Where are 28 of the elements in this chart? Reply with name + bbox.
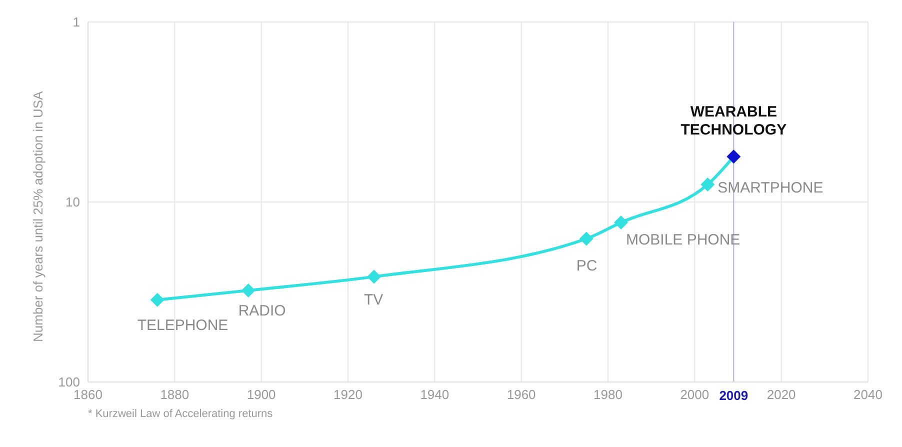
y-tick-label: 1 (72, 14, 80, 30)
x-tick-label: 1920 (334, 387, 362, 402)
ref-line-label: 2009 (719, 388, 748, 403)
x-tick-label: 1980 (594, 387, 622, 402)
x-tick-label: 1940 (420, 387, 450, 402)
x-tick-label: 1960 (506, 387, 536, 402)
point (579, 232, 594, 246)
y-tick-label: 10 (66, 194, 80, 210)
text: * Kurzweil Law of Accelerating returns (88, 408, 274, 420)
x-tick-label: 2020 (766, 387, 796, 402)
annotation: TV (364, 292, 384, 309)
point (700, 178, 715, 192)
y-tick-label: 100 (58, 374, 80, 390)
x-tick-label: 1880 (160, 387, 190, 402)
y-axis-title: Number of years until 25% adoption in USA (30, 90, 46, 342)
point (726, 150, 741, 164)
annotation: WEARABLE TECHNOLOGY (680, 104, 787, 139)
x-tick-label: 2000 (680, 387, 710, 402)
point (614, 216, 628, 230)
point (241, 283, 256, 298)
x-tick-label: 1900 (246, 387, 276, 402)
annotation: TELEPHONE (137, 316, 228, 334)
point (150, 292, 164, 307)
annotation: RADIO (238, 302, 286, 320)
x-tick-label: 2040 (854, 387, 882, 402)
annotation: PC (576, 258, 598, 275)
point (367, 270, 381, 284)
x-tick-label: 1860 (74, 387, 102, 402)
